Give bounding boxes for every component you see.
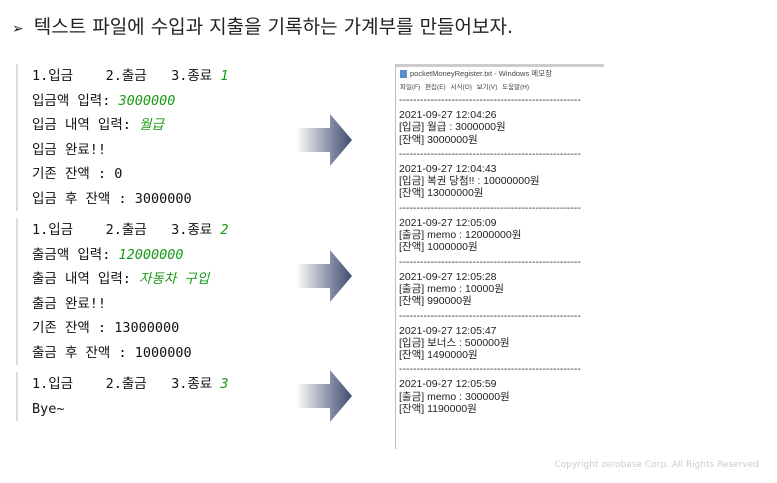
title-text: 텍스트 파일에 수입과 지출을 기록하는 가계부를 만들어보자.: [33, 16, 514, 38]
log-entry: 2021-09-27 12:05:09 [출금] memo : 12000000원…: [399, 217, 604, 254]
user-input: 1: [220, 68, 229, 84]
console-line: 입금액 입력: 3000000: [32, 89, 228, 114]
console-text: 1.입금 2.출금 3.종료: [32, 222, 221, 238]
console-line: 출금 내역 입력: 자동차 구입: [32, 267, 228, 292]
console-text: 1.입금 2.출금 3.종료: [32, 376, 221, 392]
console-line: 기존 잔액 : 13000000: [32, 316, 228, 341]
notepad-text-area[interactable]: ----------------------------------------…: [396, 95, 604, 415]
entry-balance: [잔액] 990000원: [399, 295, 472, 308]
log-entry: 2021-09-27 12:04:26 [입금] 월급 : 3000000원 [잔액…: [399, 109, 604, 146]
console-line: 출금 완료!!: [32, 292, 228, 317]
entry-timestamp: 2021-09-27 12:05:09: [399, 216, 497, 229]
notepad-titlebar: pocketMoneyRegister.txt - Windows 메모장: [396, 67, 604, 81]
console-line: Bye~: [32, 397, 228, 422]
notepad-window: pocketMoneyRegister.txt - Windows 메모장 파일…: [395, 64, 604, 449]
entry-transaction: [출금] memo : 12000000원: [399, 229, 522, 242]
console-text: 1.입금 2.출금 3.종료: [32, 68, 221, 84]
separator-line: ----------------------------------------…: [399, 310, 581, 322]
console-text: 출금 후 잔액 : 1000000: [32, 344, 192, 361]
console-line: 입금 후 잔액 : 3000000: [32, 187, 228, 212]
entry-transaction: [출금] memo : 10000원: [399, 282, 504, 295]
user-input: 3: [220, 376, 229, 392]
separator-line: ----------------------------------------…: [399, 256, 581, 268]
console-text: 입금액 입력:: [32, 92, 119, 109]
console-line: 1.입금 2.출금 3.종료 3: [32, 372, 228, 397]
log-entry: 2021-09-27 12:05:28 [출금] memo : 10000원 [잔액…: [399, 271, 604, 308]
entry-balance: [잔액] 1490000원: [399, 349, 478, 362]
console-text: Bye~: [32, 400, 65, 417]
entry-balance: [잔액] 13000000원: [399, 187, 484, 200]
console-line: 기존 잔액 : 0: [32, 162, 228, 187]
entry-balance: [잔액] 1000000원: [399, 241, 478, 254]
arrow-right-icon: [296, 370, 352, 422]
console-text: 입금 후 잔액 : 3000000: [32, 190, 192, 207]
console-text: 출금 완료!!: [32, 295, 107, 312]
notepad-menubar: 파일(F) 편집(E) 서식(O) 보기(V) 도움말(H): [396, 81, 604, 95]
user-input: 3000000: [118, 92, 176, 109]
entry-balance: [잔액] 3000000원: [399, 133, 478, 146]
user-input: 12000000: [118, 246, 184, 263]
console-text: 입금 완료!!: [32, 141, 107, 158]
page-title: ➢ 텍스트 파일에 수입과 지출을 기록하는 가계부를 만들어보자.: [12, 12, 513, 39]
user-input: 월급: [139, 117, 164, 133]
entry-transaction: [입금] 복권 당첨!! : 10000000원: [399, 175, 540, 188]
console-text: 기존 잔액 : 13000000: [32, 320, 180, 336]
console-text: 출금 내역 입력:: [32, 271, 140, 287]
menu-help[interactable]: 도움말(H): [502, 84, 530, 91]
separator-line: ----------------------------------------…: [399, 148, 581, 160]
window-title: pocketMoneyRegister.txt - Windows 메모장: [410, 69, 552, 78]
user-input: 자동차 구입: [139, 271, 210, 287]
bullet-icon: ➢: [12, 21, 24, 37]
entry-timestamp: 2021-09-27 12:05:47: [399, 324, 497, 337]
console-line: 입금 완료!!: [32, 138, 228, 163]
console-output: 1.입금 2.출금 3.종료 3 Bye~: [16, 372, 228, 421]
menu-format[interactable]: 서식(O): [450, 84, 472, 91]
separator-line: ----------------------------------------…: [399, 202, 581, 214]
console-line: 1.입금 2.출금 3.종료 2: [32, 218, 228, 243]
console-output: 1.입금 2.출금 3.종료 1 입금액 입력: 3000000 입금 내역 입력:…: [16, 64, 228, 211]
log-entry: 2021-09-27 12:04:43 [입금] 복권 당첨!! : 100000…: [399, 163, 604, 200]
console-line: 출금액 입력: 12000000: [32, 243, 228, 268]
menu-view[interactable]: 보기(V): [476, 84, 498, 91]
notepad-icon: [400, 70, 407, 79]
console-line: 1.입금 2.출금 3.종료 1: [32, 64, 228, 89]
entry-timestamp: 2021-09-27 12:04:26: [399, 109, 497, 121]
entry-transaction: [입금] 보너스 : 500000원: [399, 336, 510, 349]
separator-line: ----------------------------------------…: [399, 95, 581, 106]
console-text: 기존 잔액 : 0: [32, 166, 123, 182]
arrow-right-icon: [296, 114, 352, 166]
console-output: 1.입금 2.출금 3.종료 2 출금액 입력: 12000000 출금 내역 입력…: [16, 218, 228, 365]
entry-timestamp: 2021-09-27 12:04:43: [399, 162, 497, 175]
console-line: 출금 후 잔액 : 1000000: [32, 341, 228, 366]
user-input: 2: [220, 222, 229, 238]
menu-file[interactable]: 파일(F): [400, 84, 421, 91]
entry-transaction: [출금] memo : 300000원: [399, 390, 510, 403]
entry-timestamp: 2021-09-27 12:05:59: [399, 378, 497, 391]
entry-balance: [잔액] 1190000원: [399, 403, 477, 416]
separator-line: ----------------------------------------…: [399, 364, 581, 376]
menu-edit[interactable]: 편집(E): [425, 84, 446, 91]
entry-transaction: [입금] 월급 : 3000000원: [399, 121, 506, 134]
entry-timestamp: 2021-09-27 12:05:28: [399, 270, 497, 283]
console-text: 출금액 입력:: [32, 246, 119, 263]
console-text: 입금 내역 입력:: [32, 117, 140, 133]
log-entry: 2021-09-27 12:05:47 [입금] 보너스 : 500000원 [잔액…: [399, 325, 604, 362]
copyright: Copyright zerobase Corp. All Rights Rese…: [554, 460, 759, 470]
console-line: 입금 내역 입력: 월급: [32, 113, 228, 138]
log-entry: 2021-09-27 12:05:59 [출금] memo : 300000원 [잔…: [399, 378, 604, 415]
arrow-right-icon: [296, 250, 352, 302]
